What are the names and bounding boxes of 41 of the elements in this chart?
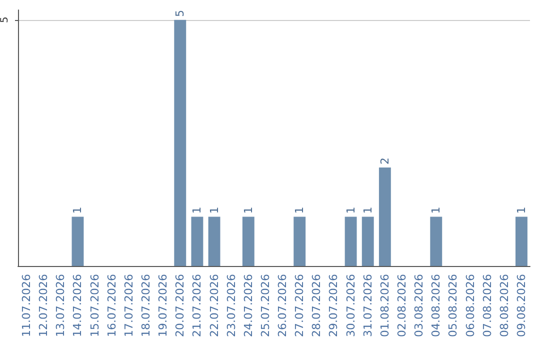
x-tick-label: 13.07.2026 bbox=[54, 274, 68, 338]
data-label: 1 bbox=[71, 206, 84, 214]
x-tick-label: 24.07.2026 bbox=[242, 274, 255, 338]
data-label: 5 bbox=[174, 10, 187, 17]
data-label: 1 bbox=[293, 206, 306, 214]
x-tick-label: 07.08.2026 bbox=[480, 274, 494, 338]
x-tick-label: 25.07.2026 bbox=[258, 274, 272, 338]
x-tick-label: 11.07.2026 bbox=[20, 274, 34, 338]
x-tick-label: 12.07.2026 bbox=[37, 274, 50, 338]
x-tick-label: 30.07.2026 bbox=[344, 274, 358, 338]
x-tick-label: 16.07.2026 bbox=[105, 274, 118, 338]
x-tick-label: 03.08.2026 bbox=[412, 274, 426, 338]
data-label: 2 bbox=[378, 158, 392, 165]
x-tick-label: 22.07.2026 bbox=[208, 274, 221, 338]
data-label: 1 bbox=[242, 206, 255, 214]
x-tick-label: 31.07.2026 bbox=[361, 274, 374, 338]
x-tick-label: 28.07.2026 bbox=[310, 274, 324, 338]
x-tick-label: 18.07.2026 bbox=[140, 274, 152, 338]
x-tick-label: 14.07.2026 bbox=[71, 274, 84, 338]
x-tick-label: 23.07.2026 bbox=[224, 274, 238, 338]
x-tick-label: 17.07.2026 bbox=[122, 274, 136, 338]
x-tick-label: 21.07.2026 bbox=[190, 274, 204, 338]
x-tick-label: 06.08.2026 bbox=[464, 274, 477, 338]
data-label: 1 bbox=[430, 206, 443, 214]
data-label: 1 bbox=[361, 206, 374, 214]
x-tick-label: 26.07.2026 bbox=[276, 274, 290, 338]
x-tick-label: 15.07.2026 bbox=[88, 274, 102, 338]
x-tick-label: 27.07.2026 bbox=[293, 274, 306, 338]
data-label: 1 bbox=[190, 206, 204, 214]
x-tick-label: 05.08.2026 bbox=[446, 274, 460, 338]
x-tick-label: 29.07.2026 bbox=[327, 274, 340, 338]
x-tick-label: 19.07.2026 bbox=[156, 274, 170, 338]
x-tick-label: 01.08.2026 bbox=[378, 274, 392, 338]
data-label: 1 bbox=[208, 206, 221, 214]
x-tick-label: 02.08.2026 bbox=[396, 274, 408, 338]
x-tick-label: 04.08.2026 bbox=[430, 274, 443, 338]
x-tick-label: 09.08.2026 bbox=[514, 274, 528, 338]
x-tick-label: 08.08.2026 bbox=[498, 274, 511, 338]
x-tick-label: 20.07.2026 bbox=[174, 274, 187, 338]
data-label: 1 bbox=[514, 206, 528, 214]
data-label: 1 bbox=[344, 206, 358, 214]
